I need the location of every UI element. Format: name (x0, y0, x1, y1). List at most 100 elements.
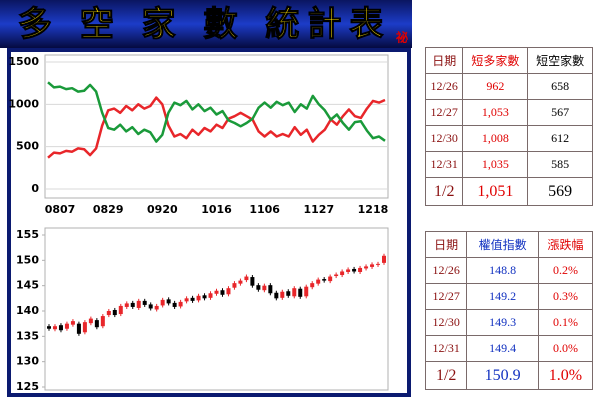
candle-body (340, 271, 345, 276)
banner (0, 0, 412, 48)
candle-body (328, 276, 333, 282)
header-cell: 漲跌幅 (537, 231, 594, 258)
candle-body (364, 266, 369, 269)
plot-frame (44, 227, 389, 391)
header-cell: 權值指數 (466, 231, 539, 258)
candle-body (184, 298, 189, 302)
candle-body (334, 274, 339, 277)
table-row: 12/30 149.3 0.1% (424, 309, 594, 336)
candle-body (64, 323, 69, 329)
table-cell: 567 (527, 99, 593, 126)
candle-body (268, 285, 273, 294)
series-line (47, 81, 386, 143)
table-cell: 1/2 (424, 361, 468, 390)
y-tick-label: 150 (16, 253, 39, 266)
table-cell: 0.1% (537, 309, 594, 336)
candle-body (262, 285, 267, 291)
y-tick-label: 135 (16, 329, 39, 342)
table-cell: 12/27 (424, 283, 468, 310)
candle-body (232, 283, 237, 288)
stamp: 祕 (395, 30, 408, 45)
candle-body (160, 299, 165, 306)
table-cell: 12/31 (424, 151, 464, 178)
candle-body (274, 292, 279, 299)
header-cell: 日期 (424, 231, 468, 258)
candle-body (304, 286, 309, 297)
line-chart: 0 500 1000 1500 0807 0829 0920 1016 1106 1127 1218 (8, 54, 389, 216)
table-cell: 12/26 (424, 257, 468, 284)
candle-body (88, 318, 93, 324)
y-tick-label: 1000 (8, 97, 39, 110)
table-cell: 1,051 (462, 177, 529, 206)
candle-body (202, 295, 207, 299)
header-row: 日期 短多家數 短空家數 (424, 47, 593, 74)
header-cell: 短空家數 (527, 47, 593, 74)
index-table: 日期 權值指數 漲跌幅 12/26 148.8 0.2% 12/27 149.2 0.3% 12/… (424, 231, 594, 390)
table-cell: 149.4 (466, 335, 539, 362)
table-cell: 1,008 (462, 125, 529, 152)
x-tick-label: 1016 (201, 203, 232, 216)
candle-body (47, 326, 51, 329)
candle-body (106, 311, 111, 316)
candle-body (124, 303, 129, 307)
table-cell: 149.3 (466, 309, 539, 336)
candle-body (370, 264, 375, 267)
candle-body (220, 290, 225, 295)
candle-body (52, 326, 57, 330)
table-row: 12/30 1,008 612 (424, 125, 593, 152)
candle-body (118, 305, 123, 315)
table-row: 12/31 149.4 0.0% (424, 335, 594, 362)
x-tick-label: 0807 (45, 203, 76, 216)
y-tick-label: 125 (16, 380, 39, 393)
candle-body (250, 277, 255, 286)
candle-body (214, 290, 219, 294)
y-tick-label: 500 (16, 140, 39, 153)
candle-body (316, 279, 321, 284)
table-cell: 0.3% (537, 283, 594, 310)
candle-body (172, 302, 177, 307)
y-tick-label: 0 (31, 182, 39, 195)
candle-body (382, 255, 386, 263)
candlestick-chart: 125 130 135 140 145 150 155 (16, 227, 389, 393)
candle-body (292, 288, 297, 297)
table-cell: 612 (527, 125, 593, 152)
candle-body (310, 283, 315, 288)
table-row: 12/27 1,053 567 (424, 99, 593, 126)
header-cell: 短多家數 (462, 47, 529, 74)
candle-body (178, 301, 183, 307)
candle-body (298, 288, 303, 297)
table-cell: 1.0% (537, 361, 594, 390)
table-cell: 0.0% (537, 335, 594, 362)
candle-body (238, 280, 243, 284)
breadth-table: 日期 短多家數 短空家數 12/26 962 658 12/27 1,053 567 12/30 1… (424, 47, 593, 206)
x-tick-label: 0920 (147, 203, 178, 216)
table-row: 1/2 1,051 569 (424, 177, 593, 206)
candle-body (148, 304, 153, 309)
candle-body (196, 295, 201, 301)
candle-body (82, 322, 87, 333)
candle-body (76, 323, 81, 334)
y-tick-label: 130 (16, 355, 39, 368)
candle-body (166, 299, 171, 304)
table-row: 1/2 150.9 1.0% (424, 361, 594, 390)
y-tick-label: 145 (16, 279, 39, 292)
candle-body (358, 267, 363, 272)
table-cell: 658 (527, 73, 593, 100)
table-cell: 12/30 (424, 125, 464, 152)
candle-body (376, 263, 381, 265)
table-cell: 150.9 (466, 361, 539, 390)
table-cell: 0.2% (537, 257, 594, 284)
y-tick-label: 155 (16, 228, 39, 241)
header-cell: 日期 (424, 47, 464, 74)
x-tick-label: 1218 (358, 203, 389, 216)
candle-body (352, 268, 357, 272)
candle-body (136, 300, 141, 308)
candle-body (346, 269, 351, 272)
candle-body (130, 302, 135, 307)
candle-body (70, 321, 75, 325)
candle-body (154, 305, 159, 310)
candle-body (190, 297, 195, 301)
candle-body (244, 276, 249, 281)
